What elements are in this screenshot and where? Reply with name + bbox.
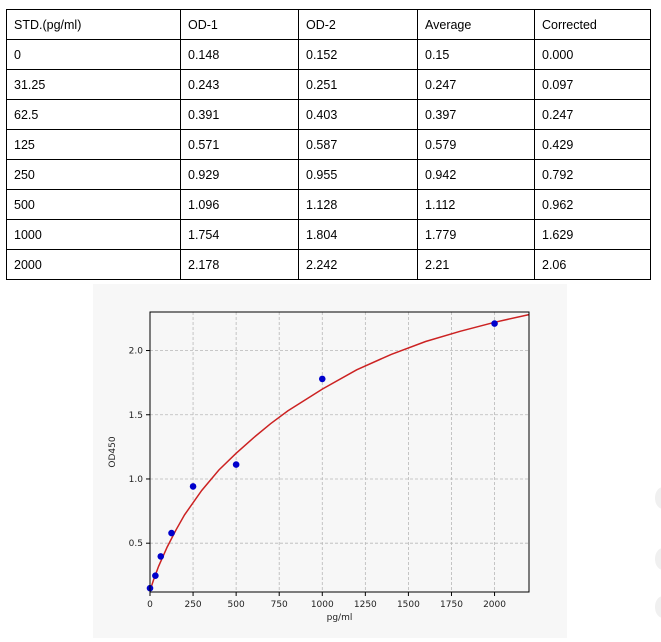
cell-od1: 1.096 [180, 189, 299, 220]
x-tick-label: 1500 [397, 600, 420, 610]
table-row: 1000 1.754 1.804 1.779 1.629 [6, 219, 651, 250]
y-tick-label: 0.5 [129, 539, 143, 549]
y-axis-ticks: 0.5 1.0 1.5 2.0 [129, 347, 150, 549]
cell-od1: 0.148 [180, 39, 299, 70]
cell-od2: 0.955 [298, 159, 418, 190]
cell-od2: 0.403 [298, 99, 418, 130]
decorative-edge-mark [655, 596, 661, 618]
data-point [491, 320, 498, 327]
y-tick-label: 2.0 [129, 347, 144, 357]
cell-od1: 0.391 [180, 99, 299, 130]
data-points [146, 320, 498, 592]
table-row: 250 0.929 0.955 0.942 0.792 [6, 159, 651, 190]
decorative-edge-mark [655, 487, 661, 509]
table-row: 2000 2.178 2.242 2.21 2.06 [6, 249, 651, 280]
cell-average: 0.247 [417, 69, 535, 100]
cell-average: 0.942 [417, 159, 535, 190]
cell-corrected: 2.06 [534, 249, 651, 280]
fit-curve-layer [149, 313, 530, 591]
cell-std: 31.25 [6, 69, 181, 100]
header-std: STD.(pg/ml) [6, 9, 181, 40]
cell-average: 1.779 [417, 219, 535, 250]
cell-od2: 1.804 [298, 219, 418, 250]
cell-average: 0.15 [417, 39, 535, 70]
header-od2: OD-2 [298, 9, 418, 40]
cell-od1: 1.754 [180, 219, 299, 250]
cell-od2: 0.152 [298, 39, 418, 70]
y-tick-label: 1.5 [129, 411, 143, 421]
table-row: 500 1.096 1.128 1.112 0.962 [6, 189, 651, 220]
cell-od2: 0.251 [298, 69, 418, 100]
cell-od1: 0.929 [180, 159, 299, 190]
x-axis-label: pg/ml [327, 613, 353, 623]
cell-od1: 0.243 [180, 69, 299, 100]
standard-curve-chart: 0 250 500 750 1000 1250 1500 1750 2000 0.5 1.0 1.5… [108, 311, 530, 623]
cell-std: 1000 [6, 219, 181, 250]
cell-corrected: 0.000 [534, 39, 651, 70]
decorative-edge-mark [655, 548, 661, 570]
cell-std: 0 [6, 39, 181, 70]
fit-curve-line [149, 313, 530, 591]
header-od1: OD-1 [180, 9, 299, 40]
x-tick-label: 1250 [354, 600, 377, 610]
cell-corrected: 1.629 [534, 219, 651, 250]
x-tick-label: 250 [184, 600, 201, 610]
grid [149, 312, 529, 592]
standard-curve-table: STD.(pg/ml) OD-1 OD-2 Average Corrected … [6, 9, 651, 280]
cell-od2: 0.587 [298, 129, 418, 160]
data-point [157, 553, 165, 560]
x-axis-ticks: 0 250 500 750 1000 1250 1500 1750 2000 [147, 592, 506, 610]
cell-std: 62.5 [6, 99, 181, 130]
cell-od1: 0.571 [180, 129, 299, 160]
table-row: 0 0.148 0.152 0.15 0.000 [6, 39, 651, 70]
plot-frame [149, 311, 530, 593]
cell-average: 0.579 [417, 129, 535, 160]
cell-od2: 1.128 [298, 189, 418, 220]
data-point [152, 572, 159, 579]
cell-corrected: 0.962 [534, 189, 651, 220]
header-corrected: Corrected [534, 9, 651, 40]
cell-corrected: 0.097 [534, 69, 651, 100]
x-tick-label: 750 [271, 600, 288, 610]
cell-od1: 2.178 [180, 249, 299, 280]
data-point [168, 529, 175, 537]
cell-std: 500 [6, 189, 181, 220]
table-row: 125 0.571 0.587 0.579 0.429 [6, 129, 651, 160]
y-tick-label: 1.0 [129, 475, 144, 485]
cell-average: 0.397 [417, 99, 535, 130]
data-point [232, 461, 240, 468]
data-point [189, 483, 197, 490]
cell-average: 1.112 [417, 189, 535, 220]
y-axis-label: OD450 [108, 436, 118, 467]
cell-od2: 2.242 [298, 249, 418, 280]
chart-panel: 0 250 500 750 1000 1250 1500 1750 2000 0.5 1.0 1.5… [93, 284, 567, 638]
x-tick-label: 0 [147, 600, 153, 610]
cell-corrected: 0.429 [534, 129, 651, 160]
cell-std: 250 [6, 159, 181, 190]
x-tick-label: 1750 [440, 600, 463, 610]
cell-std: 2000 [6, 249, 181, 280]
header-average: Average [417, 9, 535, 40]
x-tick-label: 1000 [311, 600, 334, 610]
cell-average: 2.21 [417, 249, 535, 280]
x-tick-label: 2000 [483, 600, 506, 610]
cell-corrected: 0.792 [534, 159, 651, 190]
table-row: 62.5 0.391 0.403 0.397 0.247 [6, 99, 651, 130]
table-row: 31.25 0.243 0.251 0.247 0.097 [6, 69, 651, 100]
table-header-row: STD.(pg/ml) OD-1 OD-2 Average Corrected [6, 9, 651, 40]
cell-std: 125 [6, 129, 181, 160]
x-tick-label: 500 [228, 600, 245, 610]
cell-corrected: 0.247 [534, 99, 651, 130]
data-point [318, 375, 326, 383]
